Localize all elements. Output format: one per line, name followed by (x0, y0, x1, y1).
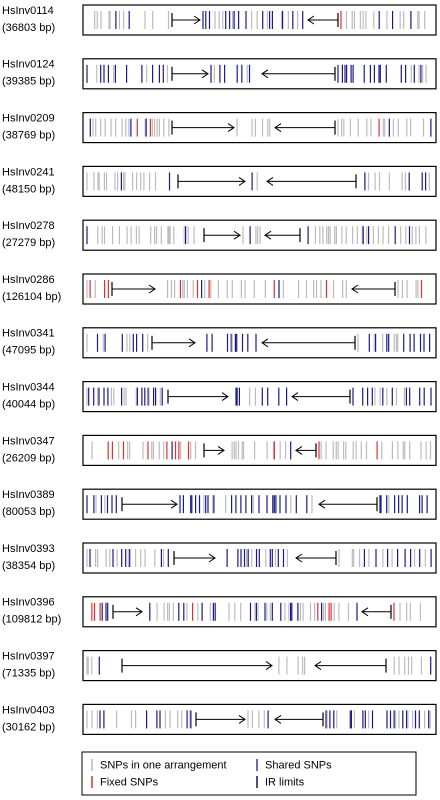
ir-arrowhead (238, 176, 246, 186)
row-length: (38354 bp) (2, 560, 55, 572)
row-box (82, 219, 437, 251)
ir-arrowhead (261, 69, 269, 79)
ir-arrowhead (238, 714, 246, 724)
ir-arrowhead (201, 69, 209, 79)
ir-arrowhead (135, 607, 143, 617)
legend-label: Shared SNPs (265, 759, 332, 771)
ir-arrowhead (227, 123, 235, 133)
ir-arrowhead (266, 176, 274, 186)
ir-arrowhead (274, 714, 282, 724)
ir-arrowhead (295, 553, 303, 563)
row-length: (39385 bp) (2, 76, 55, 88)
ir-arrowhead (361, 607, 369, 617)
ir-arrowhead (221, 392, 229, 402)
row-name: HsInv0341 (2, 328, 55, 340)
row-box (82, 381, 437, 413)
ir-arrowhead (274, 123, 282, 133)
ir-arrowhead (295, 445, 303, 455)
row-length: (109812 bp) (2, 614, 61, 626)
row-length: (26209 bp) (2, 452, 55, 464)
ir-arrowhead (217, 445, 225, 455)
row-name: HsInv0389 (2, 489, 55, 501)
ir-arrowhead (351, 284, 359, 294)
row-length: (126104 bp) (2, 291, 61, 303)
legend-label: SNPs in one arrangement (100, 759, 227, 771)
row-length: (48150 bp) (2, 183, 55, 195)
row-name: HsInv0209 (2, 113, 55, 125)
row-length: (47095 bp) (2, 345, 55, 357)
rows: HsInv0114 (36803 bp) HsInv0124 (39385 bp) Hs… (2, 4, 437, 736)
row-length: (40044 bp) (2, 399, 55, 411)
legend-box (81, 751, 417, 796)
ir-arrowhead (188, 338, 196, 348)
row-length: (80053 bp) (2, 506, 55, 518)
row-name: HsInv0114 (2, 5, 54, 17)
legend-label: Fixed SNPs (100, 776, 159, 788)
row-name: HsInv0347 (2, 435, 55, 447)
row-box (82, 596, 437, 628)
row-box (82, 649, 437, 682)
row-length: (71335 bp) (2, 668, 55, 680)
ir-arrowhead (208, 553, 216, 563)
row-length: (36803 bp) (2, 22, 55, 34)
row-name: HsInv0241 (2, 166, 55, 178)
legend-label: IR limits (265, 776, 305, 788)
row-name: HsInv0393 (2, 543, 55, 555)
row-box (82, 703, 437, 736)
ir-arrowhead (193, 15, 201, 25)
ir-arrowhead (261, 338, 269, 348)
row-box (82, 58, 437, 90)
row-name: HsInv0344 (2, 382, 55, 394)
row-length: (38769 bp) (2, 130, 55, 142)
ir-arrowhead (233, 230, 241, 240)
row-name: HsInv0278 (2, 220, 55, 232)
ir-arrowhead (148, 284, 156, 294)
row-box (82, 434, 437, 466)
row-box (82, 4, 437, 36)
row-box (82, 273, 437, 305)
ir-arrowhead (307, 15, 315, 25)
ir-arrowhead (264, 230, 272, 240)
row-box (82, 488, 437, 520)
ir-arrowhead (170, 499, 178, 509)
ir-arrowhead (265, 661, 273, 671)
row-name: HsInv0124 (2, 59, 55, 71)
ir-arrowhead (314, 661, 322, 671)
row-length: (27279 bp) (2, 237, 55, 249)
row-box (82, 111, 437, 144)
ir-arrowhead (291, 392, 299, 402)
row-box (82, 542, 437, 574)
row-name: HsInv0396 (2, 597, 55, 609)
row-length: (30162 bp) (2, 721, 55, 733)
row-name: HsInv0286 (2, 274, 55, 286)
row-box (82, 327, 437, 359)
row-name: HsInv0403 (2, 704, 55, 716)
row-name: HsInv0397 (2, 651, 55, 663)
row-box (82, 165, 437, 197)
ir-arrowhead (318, 499, 326, 509)
